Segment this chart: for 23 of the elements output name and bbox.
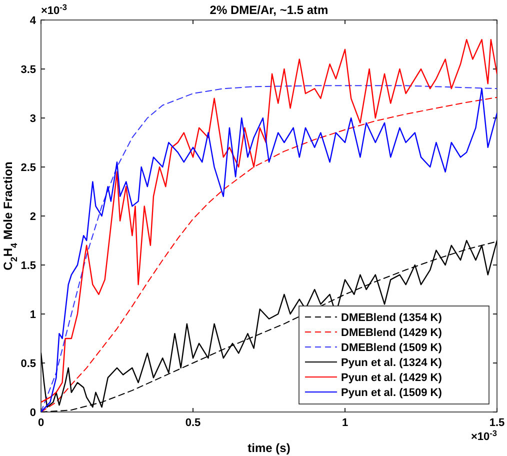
x-axis-title: time (s) (248, 441, 290, 455)
y-tick-label: 3.5 (20, 64, 36, 76)
y-tick-label: 1.5 (20, 260, 36, 272)
y-tick-label: 2 (30, 211, 36, 223)
y-tick-label: 4 (30, 15, 37, 27)
legend-label: Pyun et al. (1509 K) (341, 387, 442, 399)
legend-label: DMEBlend (1509 K) (341, 342, 442, 354)
y-tick-label: 0.5 (20, 358, 36, 370)
y-tick-label: 2.5 (20, 162, 36, 174)
x-tick-label: 0.5 (185, 417, 201, 429)
y-tick-label: 0 (30, 407, 36, 419)
x-tick-label: 1 (342, 417, 348, 429)
legend-label: Pyun et al. (1429 K) (341, 372, 442, 384)
chart-title: 2% DME/Ar, ~1.5 atm (210, 3, 328, 17)
legend-label: DMEBlend (1429 K) (341, 327, 442, 339)
text: ×10$^{-3}$ (41, 2, 68, 17)
text: ×10$^{-3}$ (470, 428, 498, 443)
legend-label: DMEBlend (1354 K) (341, 312, 442, 324)
y-tick-label: 3 (30, 113, 36, 125)
legend-label: Pyun et al. (1324 K) (341, 357, 442, 369)
x-tick-label: 1.5 (489, 417, 505, 429)
x-tick-label: 0 (38, 417, 44, 429)
y-tick-label: 1 (30, 309, 36, 321)
